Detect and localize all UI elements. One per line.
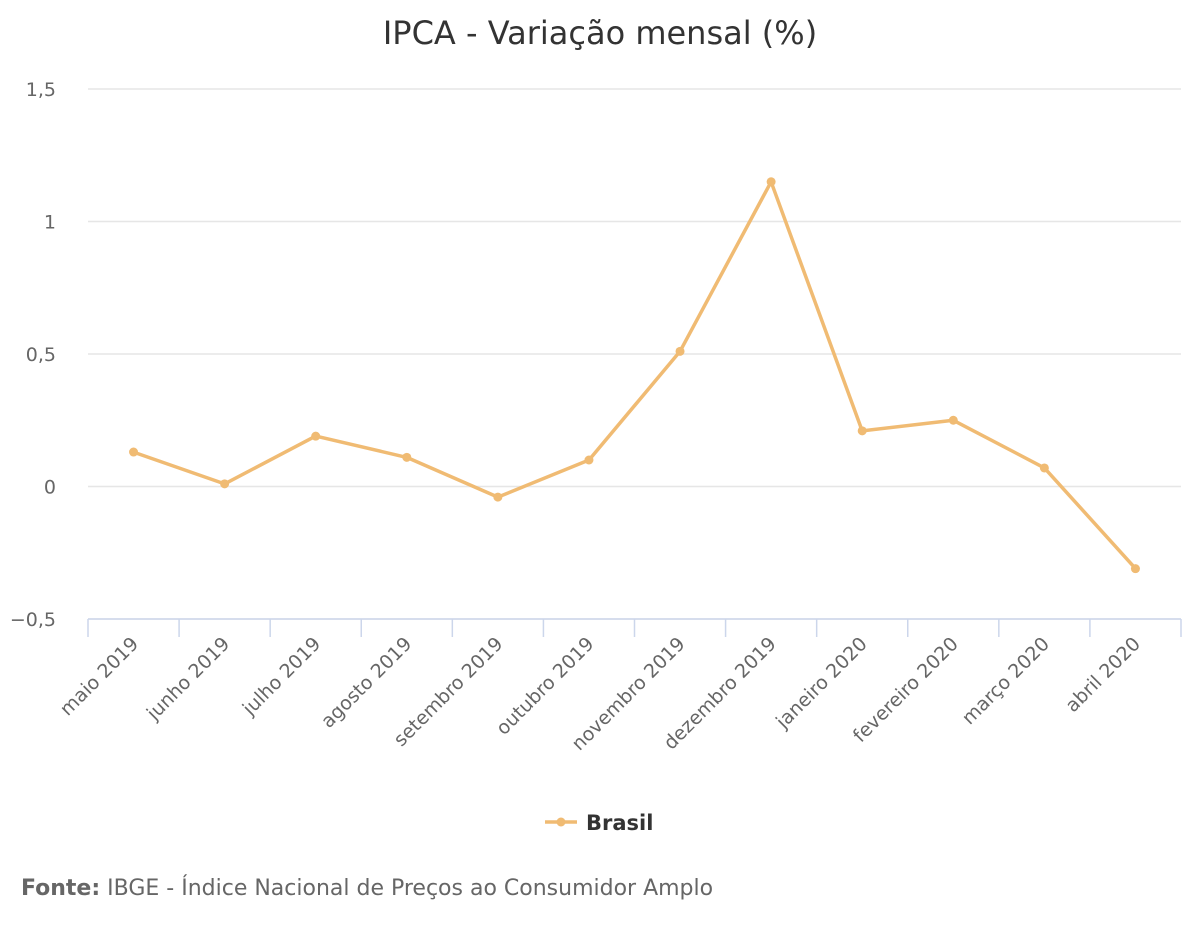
- data-point[interactable]: [948, 415, 958, 425]
- source-text: IBGE - Índice Nacional de Preços ao Cons…: [100, 876, 714, 901]
- data-point[interactable]: [493, 492, 503, 502]
- data-point[interactable]: [129, 447, 139, 457]
- x-tick-label: março 2020: [958, 633, 1054, 729]
- y-tick-label: 1: [44, 212, 56, 234]
- series-brasil: [129, 177, 1140, 574]
- grid-lines: [88, 88, 1181, 620]
- legend-marker-icon: [556, 817, 566, 827]
- data-point[interactable]: [402, 452, 412, 462]
- x-tick-label: janeiro 2020: [771, 633, 872, 734]
- x-tick-label: agosto 2019: [317, 633, 416, 732]
- chart-title: IPCA - Variação mensal (%): [382, 14, 818, 52]
- y-tick-label: −0,5: [10, 609, 56, 631]
- y-tick-label: 0,5: [26, 344, 56, 366]
- y-tick-label: 0: [44, 477, 56, 499]
- data-point[interactable]: [675, 346, 685, 356]
- source-label: Fonte:: [21, 876, 101, 901]
- data-point[interactable]: [220, 479, 230, 489]
- data-point[interactable]: [766, 177, 776, 187]
- y-tick-label: 1,5: [26, 79, 56, 101]
- data-point[interactable]: [311, 431, 321, 441]
- source-note: Fonte: IBGE - Índice Nacional de Preços …: [21, 876, 713, 901]
- x-tick-label: julho 2019: [238, 633, 325, 720]
- legend-label[interactable]: Brasil: [586, 811, 653, 835]
- data-point[interactable]: [857, 426, 867, 436]
- y-axis-labels: 1,5 1 0,5 0 −0,5: [10, 79, 56, 631]
- x-tick-label: abril 2020: [1061, 633, 1145, 717]
- x-tick-label: maio 2019: [56, 633, 143, 720]
- legend[interactable]: Brasil: [545, 811, 653, 835]
- data-point[interactable]: [1130, 564, 1140, 574]
- data-point[interactable]: [1039, 463, 1049, 473]
- series-line: [131, 180, 1138, 571]
- x-tick-label: junho 2019: [142, 633, 234, 725]
- data-point[interactable]: [584, 455, 594, 465]
